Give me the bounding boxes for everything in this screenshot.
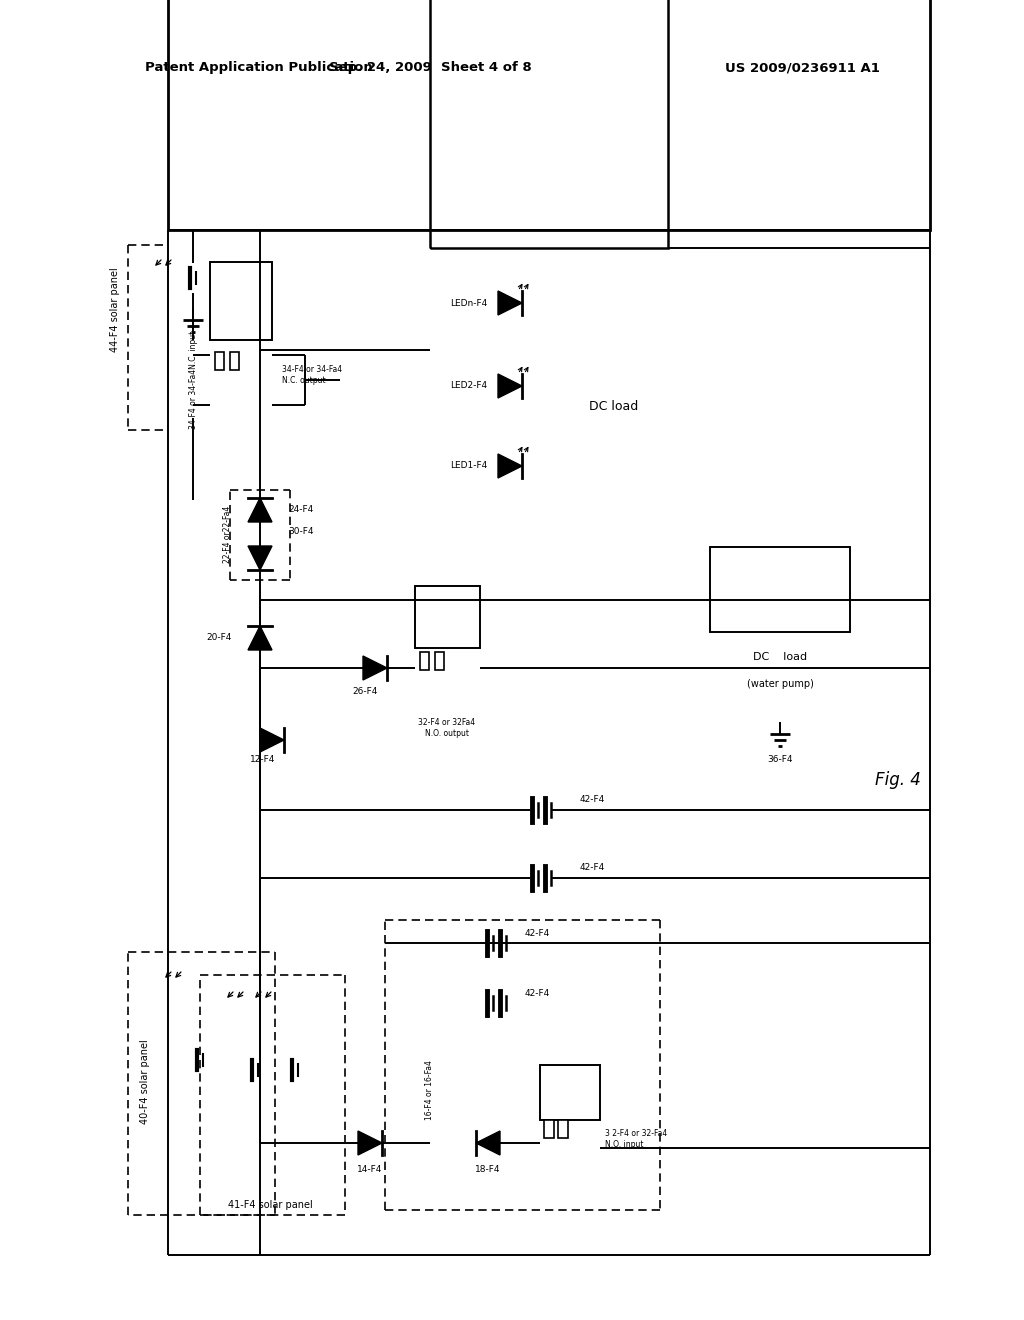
- Text: 40-F4 solar panel: 40-F4 solar panel: [140, 1040, 150, 1125]
- Polygon shape: [498, 374, 522, 399]
- Text: LED2-F4: LED2-F4: [450, 381, 487, 391]
- Text: 24-F4: 24-F4: [288, 506, 313, 515]
- Bar: [540, 1065, 600, 1119]
- Text: 42-F4: 42-F4: [525, 928, 550, 937]
- Text: 22-F4 or22-Fa4: 22-F4 or22-Fa4: [223, 506, 232, 562]
- Text: 18-F4: 18-F4: [475, 1166, 501, 1175]
- Bar: [215, 352, 224, 370]
- Bar: [544, 1119, 554, 1138]
- Bar: [430, 0, 668, 248]
- Bar: [230, 352, 239, 370]
- Text: LEDn-F4: LEDn-F4: [450, 298, 487, 308]
- Text: DC load: DC load: [589, 400, 638, 413]
- Text: 42-F4: 42-F4: [580, 796, 605, 804]
- Text: Sep. 24, 2009  Sheet 4 of 8: Sep. 24, 2009 Sheet 4 of 8: [329, 62, 531, 74]
- Polygon shape: [498, 454, 522, 478]
- Text: 32-F4 or 32Fa4
N.O. output: 32-F4 or 32Fa4 N.O. output: [419, 718, 475, 738]
- Text: 42-F4: 42-F4: [525, 989, 550, 998]
- Text: 26-F4: 26-F4: [352, 688, 378, 697]
- Text: 16-F4 or 16-Fa4: 16-F4 or 16-Fa4: [426, 1060, 434, 1119]
- Text: Fig. 4: Fig. 4: [874, 771, 921, 789]
- Text: 41-F4 solar panel: 41-F4 solar panel: [227, 1200, 312, 1210]
- Text: 42-F4: 42-F4: [580, 863, 605, 873]
- Polygon shape: [476, 1131, 500, 1155]
- Text: 44-F4 solar panel: 44-F4 solar panel: [110, 268, 120, 352]
- Bar: [710, 546, 850, 632]
- Bar: [420, 652, 429, 671]
- Bar: [435, 652, 444, 671]
- Polygon shape: [358, 1131, 382, 1155]
- Text: 12-F4: 12-F4: [250, 755, 275, 764]
- Bar: [168, 0, 930, 230]
- Text: 34-F4 or 34-Fa4
N.C. output: 34-F4 or 34-Fa4 N.C. output: [282, 366, 342, 384]
- Text: 20-F4: 20-F4: [207, 634, 232, 643]
- Polygon shape: [248, 626, 272, 649]
- Polygon shape: [260, 729, 284, 752]
- Text: Patent Application Publication: Patent Application Publication: [145, 62, 373, 74]
- Text: 3 2-F4 or 32-Fa4
N.O. input: 3 2-F4 or 32-Fa4 N.O. input: [605, 1130, 668, 1148]
- Polygon shape: [498, 290, 522, 315]
- Text: 14-F4: 14-F4: [357, 1166, 383, 1175]
- Text: LED1-F4: LED1-F4: [450, 462, 487, 470]
- Text: 36-F4: 36-F4: [767, 755, 793, 763]
- Text: (water pump): (water pump): [746, 678, 813, 689]
- Polygon shape: [248, 546, 272, 570]
- Text: 34-F4 or 34-Fa4N.C. input: 34-F4 or 34-Fa4N.C. input: [188, 331, 198, 429]
- Polygon shape: [362, 656, 387, 680]
- Text: 30-F4: 30-F4: [288, 528, 313, 536]
- Text: US 2009/0236911 A1: US 2009/0236911 A1: [725, 62, 880, 74]
- Bar: [415, 586, 480, 648]
- Text: DC    load: DC load: [753, 652, 807, 663]
- Polygon shape: [248, 498, 272, 521]
- Bar: [210, 261, 272, 341]
- Bar: [558, 1119, 568, 1138]
